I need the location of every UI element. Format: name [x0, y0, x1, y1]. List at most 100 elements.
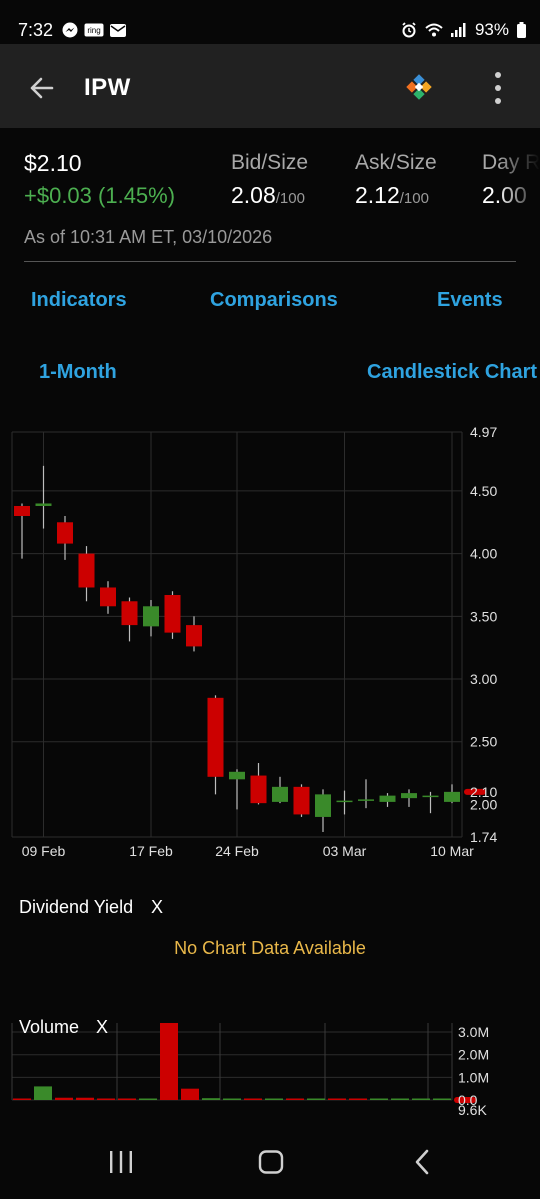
divider — [24, 261, 516, 262]
volume-bar — [265, 1098, 283, 1100]
candle — [293, 784, 310, 817]
ticker-symbol: IPW — [84, 74, 131, 101]
bid-value-group: 2.08/100 — [231, 182, 305, 209]
price-chart-x-axis: 09 Feb 17 Feb 24 Feb 03 Mar 10 Mar — [22, 843, 474, 859]
y-tick-label: 2.0M — [458, 1047, 489, 1063]
x-tick-label: 17 Feb — [129, 843, 173, 859]
app-bar: IPW — [0, 44, 540, 128]
candle-body — [358, 799, 374, 801]
y-tick-label: 0.0 — [458, 1092, 478, 1108]
y-tick-label: 9.6K — [458, 1102, 487, 1118]
more-options-icon[interactable] — [492, 70, 504, 106]
volume-bar — [181, 1088, 199, 1100]
y-tick-label: 4.00 — [470, 546, 497, 562]
app-logo-icon[interactable] — [404, 72, 434, 102]
candle — [35, 465, 52, 529]
candle — [14, 503, 30, 559]
candle — [422, 791, 439, 814]
price-chart-candles — [14, 465, 486, 832]
home-icon[interactable] — [258, 1150, 284, 1174]
mail-icon — [110, 23, 126, 37]
volume-bar — [286, 1098, 304, 1100]
y-tick-label: 1.0M — [458, 1069, 489, 1085]
y-tick-label: 1.74 — [470, 829, 497, 845]
bid-value: 2.08 — [231, 182, 276, 208]
candle-body — [293, 786, 310, 815]
ask-value: 2.12 — [355, 182, 400, 208]
indicators-link[interactable]: Indicators — [31, 289, 127, 311]
candle — [78, 546, 95, 602]
as-of-timestamp: As of 10:31 AM ET, 03/10/2026 — [24, 227, 273, 247]
back-arrow-icon[interactable] — [26, 72, 58, 104]
candle — [207, 695, 224, 795]
candle-body — [272, 786, 288, 802]
candle — [315, 789, 331, 832]
volume-bar — [160, 1023, 178, 1100]
status-time: 7:32 — [18, 20, 54, 40]
notification-icons: ring — [62, 22, 126, 38]
last-price: $2.10 — [24, 150, 82, 176]
candle-body — [207, 697, 224, 777]
volume-bar — [55, 1097, 73, 1100]
x-tick-label: 10 Mar — [430, 843, 474, 859]
candle-body — [164, 595, 181, 633]
price-change: +$0.03 (1.45%) — [24, 183, 176, 208]
y-tick-label: 2.50 — [470, 734, 497, 750]
candle — [186, 616, 202, 652]
y-tick-label: 3.00 — [470, 671, 497, 687]
candle-body — [57, 522, 73, 544]
candle — [444, 784, 460, 804]
volume-label: Volume — [19, 1017, 80, 1037]
volume-bar — [307, 1098, 325, 1100]
back-icon[interactable] — [412, 1149, 432, 1175]
candle-body — [121, 601, 138, 626]
volume-chart-y-axis: 3.0M 2.0M 1.0M 0.09.6K — [458, 1024, 489, 1118]
recent-apps-icon[interactable] — [108, 1150, 134, 1174]
messenger-icon — [62, 22, 78, 38]
period-selector[interactable]: 1-Month — [39, 361, 117, 383]
x-tick-label: 03 Mar — [323, 843, 367, 859]
bid-label: Bid/Size — [231, 151, 309, 174]
last-price-marker — [464, 788, 486, 795]
status-right: 93% — [401, 20, 526, 40]
candle — [100, 581, 116, 614]
volume-chart[interactable]: 3.0M 2.0M 1.0M 0.09.6K — [0, 1015, 540, 1120]
volume-bar — [34, 1086, 52, 1100]
volume-bar — [118, 1098, 136, 1100]
candle-body — [422, 795, 439, 798]
system-nav-bar — [0, 1120, 540, 1199]
candle — [358, 779, 374, 809]
volume-bar — [76, 1097, 94, 1100]
volume-bar — [97, 1098, 115, 1100]
candle-body — [336, 800, 353, 803]
status-bar: 7:32 ring 93% — [0, 0, 540, 44]
ask-size: /100 — [399, 190, 429, 207]
candle — [401, 789, 417, 807]
candle-body — [379, 795, 396, 802]
x-tick-label: 24 Feb — [215, 843, 259, 859]
events-link[interactable]: Events — [437, 289, 503, 311]
price-chart[interactable]: 4.97 4.50 4.00 3.50 3.00 2.50 2.102.00 1.74 09 … — [0, 420, 540, 870]
candle-body — [186, 625, 202, 647]
volume-chart-bars — [13, 1023, 476, 1103]
dividend-close-button[interactable]: X — [151, 897, 164, 917]
candle-body — [401, 793, 417, 799]
ask-value-group: 2.12/100 — [355, 182, 429, 209]
last-volume-marker — [454, 1097, 476, 1103]
battery-percent: 93% — [474, 20, 509, 39]
volume-close-button[interactable]: X — [96, 1017, 109, 1037]
bid-size: /100 — [275, 190, 305, 207]
dividend-yield-label: Dividend Yield — [19, 897, 134, 917]
ring-icon: ring — [84, 23, 104, 37]
volume-bar — [391, 1098, 409, 1100]
candle-body — [444, 791, 460, 802]
comparisons-link[interactable]: Comparisons — [210, 289, 338, 311]
candle-body — [315, 794, 331, 817]
alarm-icon — [402, 22, 416, 38]
chart-type-selector[interactable]: Candlestick Chart — [367, 361, 538, 383]
volume-bar — [328, 1098, 346, 1100]
x-tick-label: 09 Feb — [22, 843, 66, 859]
volume-bar — [244, 1098, 262, 1100]
y-tick-label: 2.00 — [470, 796, 497, 812]
volume-bar — [13, 1098, 31, 1100]
